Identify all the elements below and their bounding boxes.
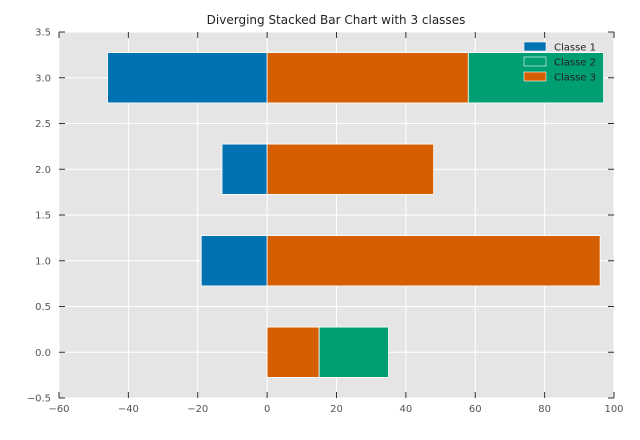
y-tick-label: 0.0: [35, 348, 51, 359]
y-tick-label: 3.0: [35, 73, 51, 84]
legend-swatch-classe-1: [523, 41, 547, 52]
axes: −60 −40 −20 0 20 40 60 80 100 −0.5 0.0 0.5 1.0 1.5 2.0…: [27, 28, 624, 416]
x-tick-label: 20: [330, 404, 343, 415]
legend-label-classe-2: Classe 2: [554, 58, 596, 69]
x-tick-label: −60: [48, 404, 69, 415]
y-tick-label: 2.5: [35, 119, 51, 130]
legend-label-classe-1: Classe 1: [554, 43, 596, 54]
x-tick-label: 0: [264, 404, 270, 415]
bar-classe-3-cat-0: [266, 326, 320, 378]
x-tick-label: 40: [400, 404, 413, 415]
x-tick-label: −20: [187, 404, 208, 415]
legend-label-classe-3: Classe 3: [554, 73, 596, 84]
legend: Classe 1 Classe 2 Classe 3: [523, 41, 596, 84]
chart-title: Diverging Stacked Bar Chart with 3 class…: [207, 13, 466, 27]
legend-swatch-classe-2: [523, 56, 547, 67]
bar-classe-1-cat-2: [221, 143, 268, 195]
bar-classe-2-cat-0: [318, 326, 389, 378]
bar-classe-3-cat-1: [266, 235, 601, 287]
bar-classe-3-cat-3: [266, 52, 469, 104]
x-tick-label: −40: [118, 404, 139, 415]
y-tick-label: 1.5: [35, 211, 51, 222]
x-tick-label: 100: [604, 404, 623, 415]
x-tick-label: 60: [469, 404, 482, 415]
y-tick-label: 1.0: [35, 256, 51, 267]
bar-classe-3-cat-2: [266, 143, 435, 195]
bars: [107, 52, 604, 378]
y-tick-label: 0.5: [35, 302, 51, 313]
legend-swatch-classe-3: [523, 71, 547, 82]
y-tick-label: −0.5: [27, 394, 51, 405]
bar-classe-1-cat-3: [107, 52, 268, 104]
x-tick-label: 80: [538, 404, 551, 415]
bar-classe-1-cat-1: [200, 235, 268, 287]
y-tick-label: 2.0: [35, 165, 51, 176]
y-tick-label: 3.5: [35, 28, 51, 39]
